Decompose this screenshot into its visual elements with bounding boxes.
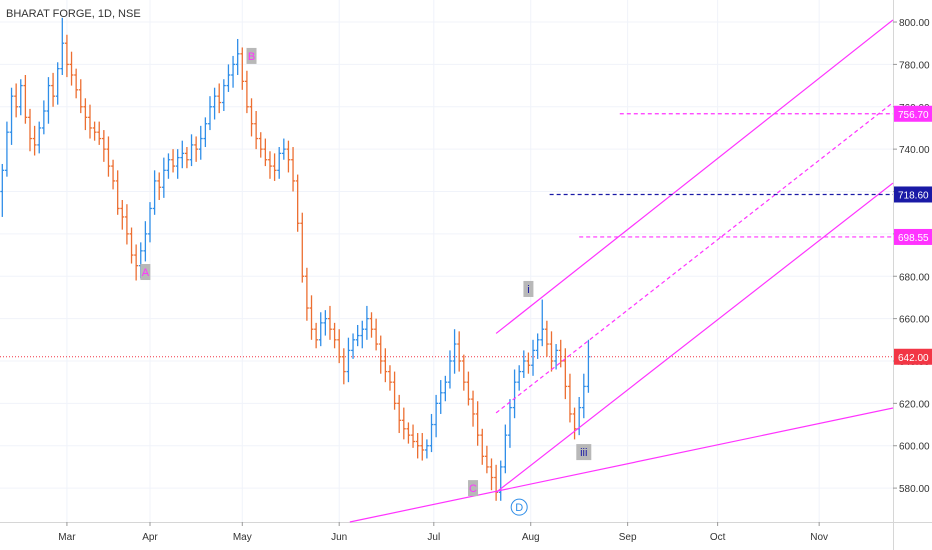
x-tick-label: Nov [810,532,828,543]
price-tag-label: 718.60 [898,190,929,201]
x-tick-label: May [233,532,252,543]
annotation-box [576,444,592,461]
x-tick-label: Mar [58,532,76,543]
annotation-label: A [142,267,150,279]
trend-line [349,407,894,523]
annotation-box [468,480,479,497]
trend-line [495,19,894,334]
x-tick-label: Jul [427,532,440,543]
y-tick-label: 680.00 [899,272,930,283]
x-tick-label: Aug [522,532,540,543]
x-tick-label: Sep [619,532,637,543]
annotation-label: B [248,51,255,63]
chart-title: BHARAT FORGE, 1D, NSE [6,8,141,20]
annotation-label: iii [580,447,587,459]
price-tag [894,228,932,245]
price-tag-label: 756.70 [898,110,929,121]
price-tag [894,186,932,203]
x-tick-label: Oct [710,532,726,543]
y-tick-label: 580.00 [899,484,930,495]
annotation-box [523,280,534,297]
price-tag-label: 642.00 [898,353,929,364]
x-tick-label: Apr [142,532,158,543]
x-tick-label: Jun [331,532,347,543]
price-tag [894,105,932,122]
annotation-label: D [515,502,523,514]
y-tick-label: 620.00 [899,399,930,410]
annotation-label: i [527,284,529,296]
price-tag [894,348,932,365]
y-tick-label: 660.00 [899,315,930,326]
y-tick-label: 800.00 [899,18,930,29]
price-tag-label: 698.55 [898,233,929,244]
annotation-circle [510,498,528,516]
y-tick-label: 740.00 [899,145,930,156]
y-tick-label: 600.00 [899,442,930,453]
y-tick-label: 780.00 [899,60,930,71]
annotation-label: C [469,483,477,495]
annotation-box [140,264,151,281]
annotation-box [246,47,257,64]
trend-line [495,182,894,493]
